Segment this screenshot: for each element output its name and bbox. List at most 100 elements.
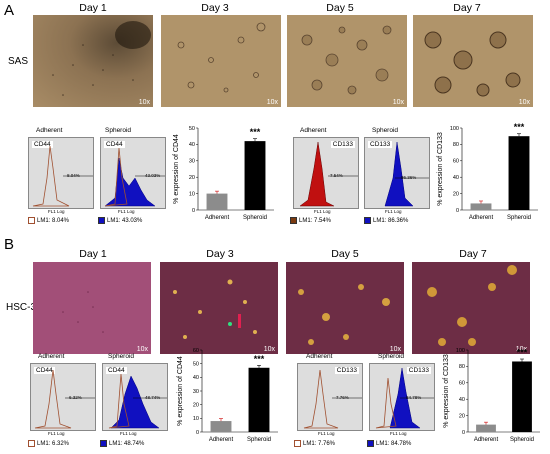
hist-title: Spheroid (105, 127, 132, 134)
micrograph-hsc3-day1: 10x (33, 262, 151, 354)
marker-label: CD133 (368, 141, 393, 148)
histogram-a-cd44-adherent: CD44 8.04% (28, 137, 94, 209)
micrograph-sas-day5: 10x (287, 15, 407, 107)
legend: LM1: 7.54% (290, 217, 331, 224)
swatch-icon (294, 440, 301, 447)
category-label: Adherent (209, 437, 234, 443)
hist-title: Adherent (300, 127, 327, 134)
y-tick-label: 60 (193, 348, 199, 354)
day-label: Day 1 (79, 248, 107, 260)
category-label: Adherent (205, 215, 230, 221)
gate-value: 86.36% (401, 175, 417, 180)
panel-a-letter: A (4, 2, 15, 19)
marker-label: CD44 (104, 141, 125, 148)
category-label: Spheroid (243, 215, 267, 221)
micrograph-hsc3-day7: 10x (412, 262, 530, 354)
bar (470, 203, 492, 210)
y-tick-label: 80 (459, 364, 465, 370)
magnification-label: 10x (136, 346, 148, 353)
micrograph-sas-day1: 10x (33, 15, 153, 107)
day-label: Day 7 (459, 248, 487, 260)
y-tick-label: 40 (453, 175, 459, 181)
y-tick-label: 100 (456, 348, 465, 354)
significance-annotation: *** (514, 122, 525, 132)
y-tick-label: 80 (453, 142, 459, 148)
histogram-b-cd133-spheroid: CD133 84.78% (369, 363, 435, 431)
hist-title: Spheroid (378, 353, 405, 360)
bar (244, 141, 266, 210)
y-tick-label: 60 (453, 159, 459, 165)
gate-value: 48.74% (145, 395, 161, 400)
y-tick-label: 50 (193, 361, 199, 367)
micrograph-hsc3-day5: 10x (286, 262, 404, 354)
hist-title: Adherent (38, 353, 65, 360)
hist-title: Spheroid (108, 353, 135, 360)
micrograph-sas-day7: 10x (413, 15, 533, 107)
y-tick-label: 40 (193, 375, 199, 381)
swatch-icon (100, 440, 107, 447)
x-axis-label: FL1 Log (314, 209, 331, 214)
day-label: Day 5 (331, 248, 359, 260)
y-tick-label: 20 (459, 413, 465, 419)
magnification-label: 10x (389, 346, 401, 353)
bar (508, 136, 530, 210)
micrograph-sas-day3: 10x (161, 15, 281, 107)
legend: LM1: 48.74% (100, 440, 144, 447)
magnification-label: 10x (263, 346, 275, 353)
x-axis-label: FL1 Log (120, 431, 137, 436)
significance-annotation: *** (254, 354, 265, 364)
day-label: Day 3 (201, 2, 229, 14)
swatch-icon (364, 217, 371, 224)
bar-chart-b-cd133: 0 20 40 60 80 100 % expression of CD133 Adheren… (443, 347, 540, 443)
micrograph-hsc3-day3: 10x (160, 262, 278, 354)
bar (512, 361, 532, 432)
hist-title: Adherent (36, 127, 63, 134)
swatch-icon (367, 440, 374, 447)
significance-annotation: *** (250, 127, 261, 137)
y-tick-label: 0 (196, 430, 199, 436)
swatch-icon (290, 217, 297, 224)
gate-value: 6.32% (69, 395, 82, 400)
significance-annotation: *** (517, 347, 528, 357)
day-label: Day 1 (79, 2, 107, 14)
legend: LM1: 43.03% (98, 217, 142, 224)
x-axis-label: FL1 Log (390, 431, 407, 436)
category-label: Adherent (469, 215, 494, 221)
hist-title: Spheroid (372, 127, 399, 134)
y-tick-label: 20 (193, 402, 199, 408)
bar (476, 424, 496, 432)
category-label: Spheroid (510, 437, 534, 443)
y-tick-label: 30 (193, 389, 199, 395)
y-tick-label: 30 (189, 159, 195, 165)
magnification-label: 10x (138, 99, 150, 106)
y-axis-label: % expression of CD133 (437, 132, 444, 206)
bar (210, 421, 232, 432)
x-axis-label: FL1 Log (48, 431, 65, 436)
y-tick-label: 0 (456, 208, 459, 214)
y-tick-label: 20 (453, 191, 459, 197)
marker-label: CD44 (32, 141, 53, 148)
y-axis-label: % expression of CD44 (173, 134, 180, 204)
y-tick-label: 10 (189, 191, 195, 197)
magnification-label: 10x (266, 99, 278, 106)
x-axis-label: FL1 Log (48, 209, 65, 214)
histogram-b-cd44-adherent: CD44 6.32% (30, 363, 96, 431)
histogram-b-cd133-adherent: CD133 7.76% (297, 363, 363, 431)
y-axis-label: % expression of CD133 (443, 354, 450, 428)
category-label: Spheroid (247, 437, 271, 443)
y-tick-label: 20 (189, 175, 195, 181)
x-axis-label: FL1 Log (385, 209, 402, 214)
gate-value: 8.04% (67, 173, 80, 178)
marker-label: CD133 (334, 367, 359, 374)
y-tick-label: 0 (462, 430, 465, 436)
swatch-icon (98, 217, 105, 224)
day-label: Day 5 (326, 2, 354, 14)
legend: LM1: 84.78% (367, 440, 411, 447)
y-tick-label: 60 (459, 381, 465, 387)
marker-label: CD133 (406, 367, 431, 374)
histogram-a-cd133-adherent: CD133 7.54% (293, 137, 359, 209)
bar-chart-a-cd44: 0 10 20 30 40 50 % expression of CD44 Adherent S… (173, 126, 274, 221)
marker-label: CD44 (106, 367, 127, 374)
y-tick-label: 0 (192, 208, 195, 214)
day-label: Day 3 (206, 248, 234, 260)
